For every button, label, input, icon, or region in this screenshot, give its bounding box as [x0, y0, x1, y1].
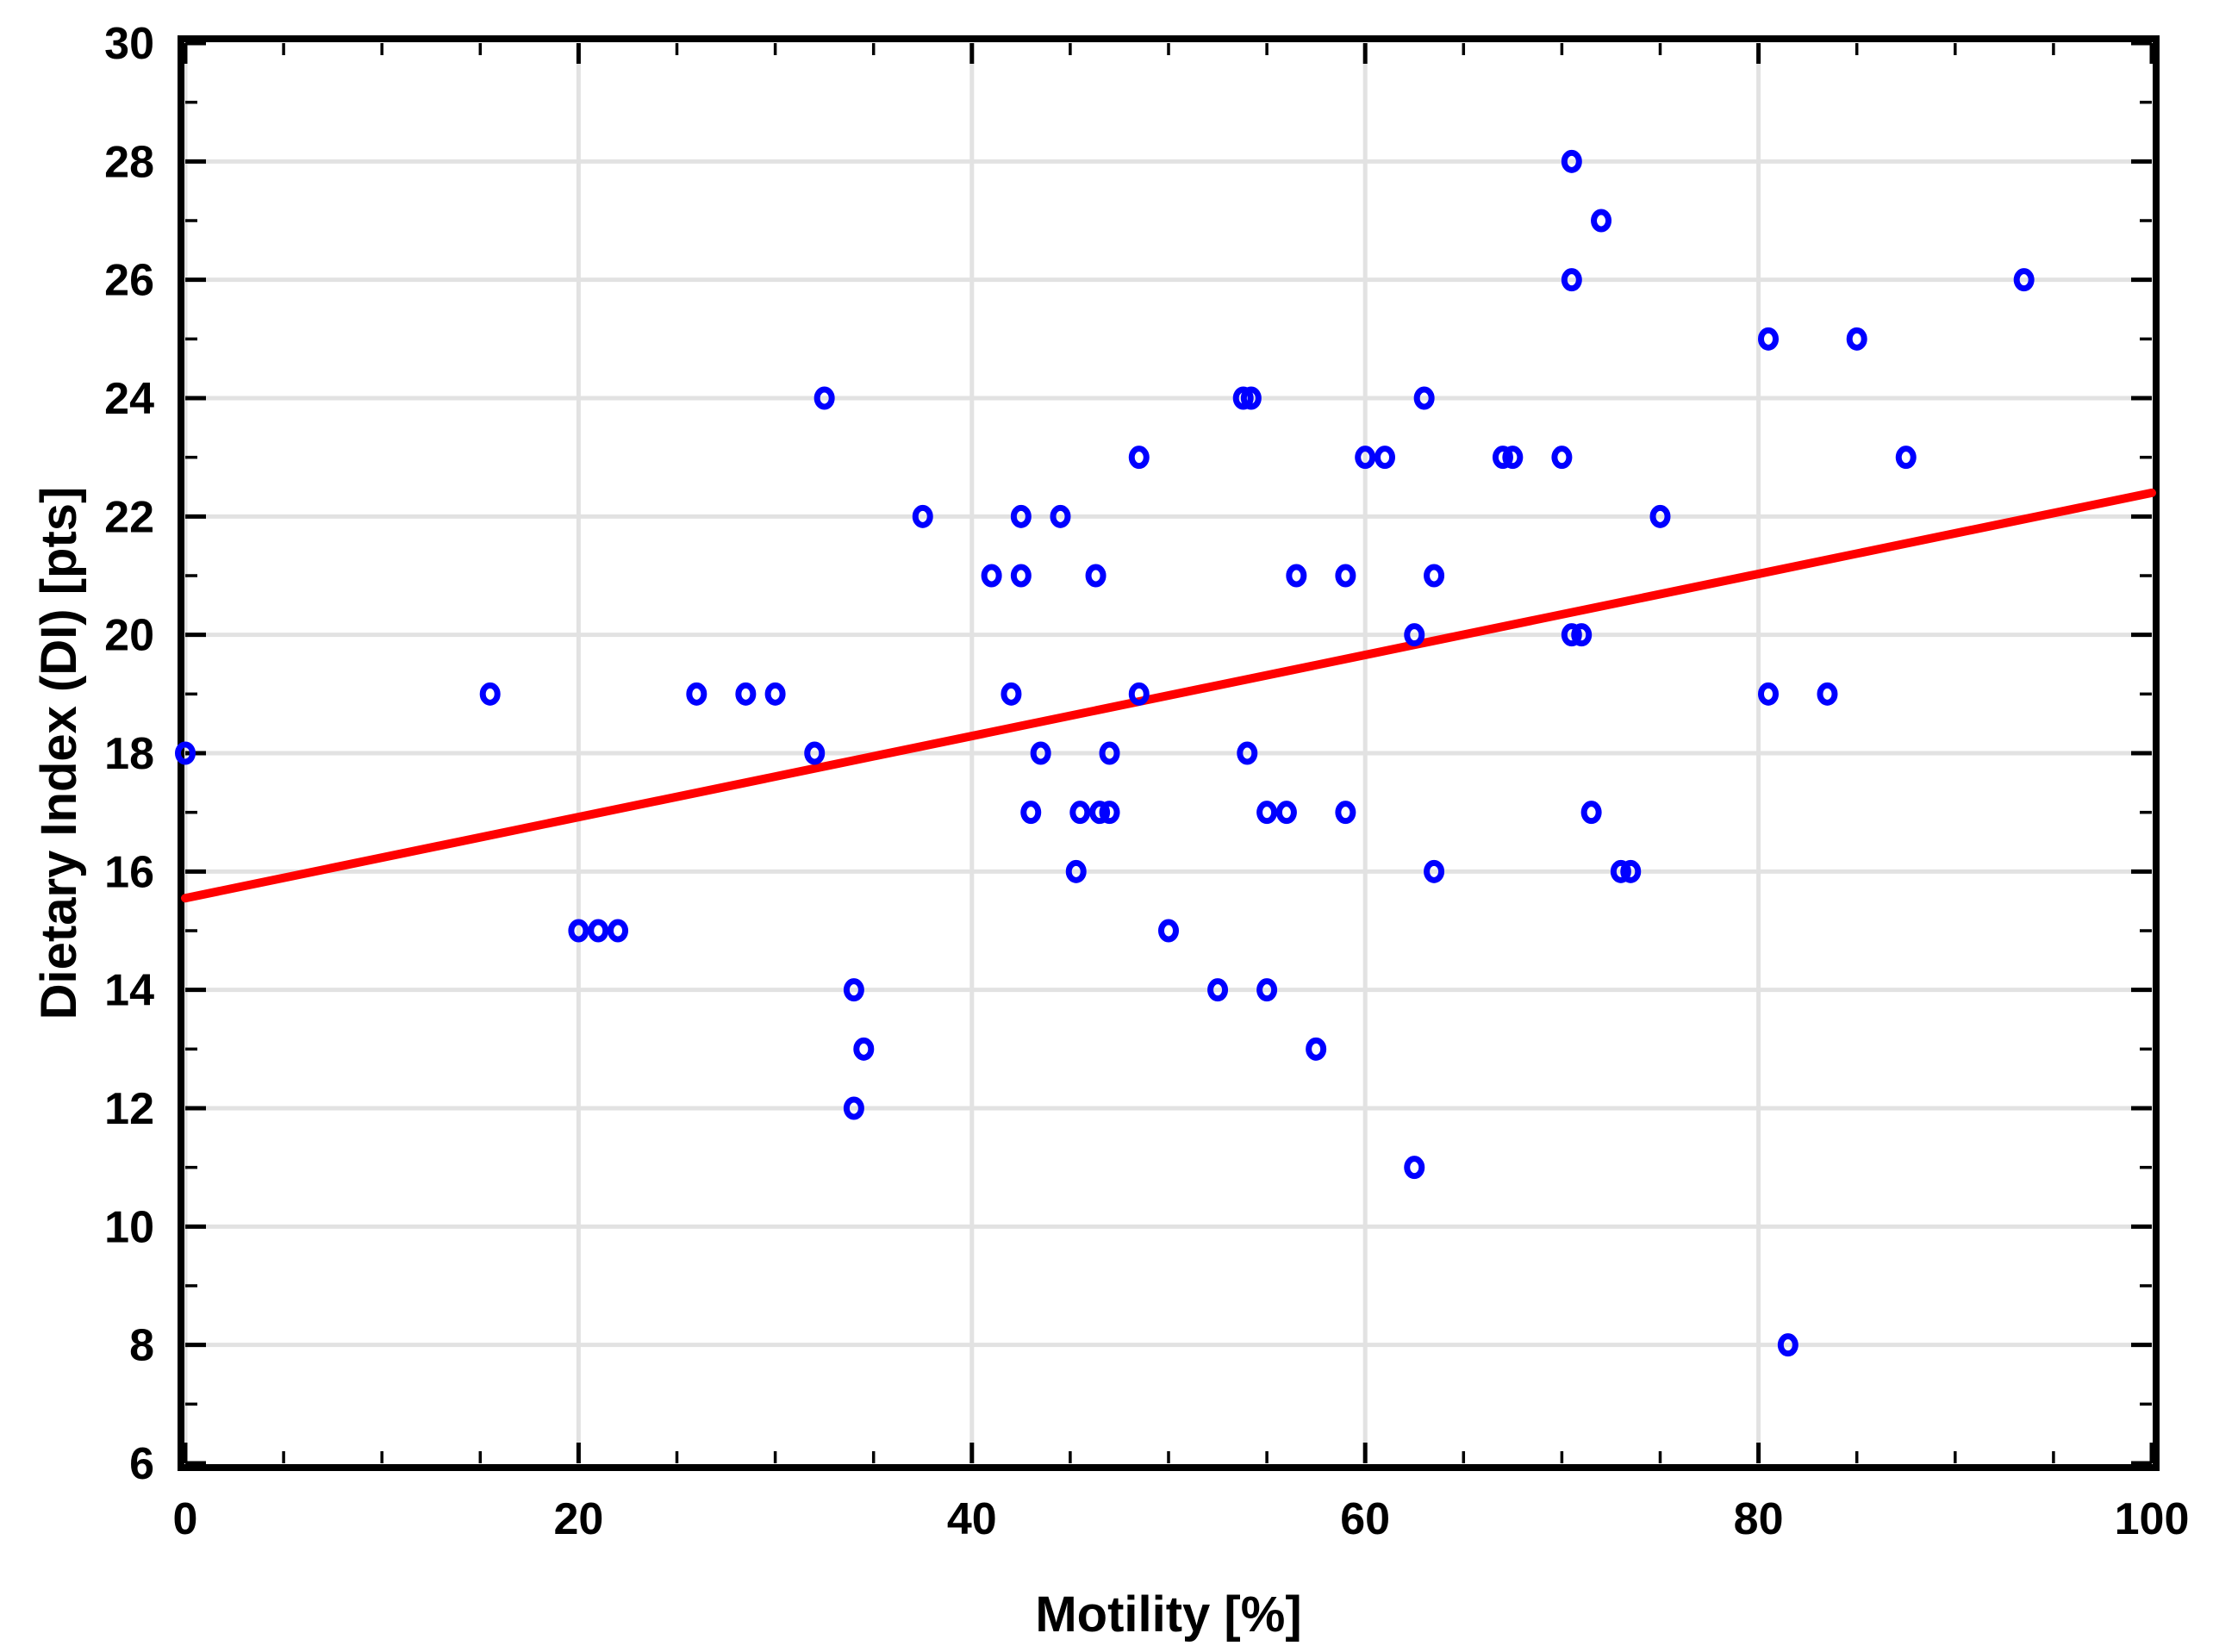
- data-point: [1050, 504, 1071, 528]
- regression-line: [181, 488, 2156, 903]
- data-point: [1758, 327, 1780, 351]
- data-point: [1256, 978, 1278, 1002]
- data-point: [1502, 446, 1524, 470]
- y-tick-label: 12: [104, 1084, 154, 1134]
- data-points: [175, 149, 2035, 1357]
- data-point: [1020, 801, 1042, 825]
- data-point: [1777, 1333, 1798, 1357]
- data-point: [1158, 919, 1179, 943]
- y-tick-label: 28: [104, 137, 154, 187]
- data-point: [1895, 446, 1917, 470]
- data-point: [1128, 446, 1150, 470]
- data-point: [1335, 801, 1356, 825]
- data-point: [764, 682, 786, 706]
- data-point: [1010, 504, 1032, 528]
- y-tick-label: 20: [104, 611, 154, 661]
- data-point: [912, 504, 933, 528]
- data-point: [981, 564, 1002, 588]
- data-point: [1237, 741, 1258, 765]
- y-tick-label: 26: [104, 256, 154, 306]
- data-point: [1128, 682, 1150, 706]
- data-point: [1424, 564, 1445, 588]
- y-tick-label: 8: [129, 1321, 154, 1371]
- data-point: [1817, 682, 1838, 706]
- x-tick-label: 20: [553, 1494, 603, 1544]
- data-point: [1591, 209, 1612, 233]
- x-tick-label: 100: [2115, 1494, 2190, 1544]
- x-tick-label: 0: [173, 1494, 198, 1544]
- data-point: [1001, 682, 1022, 706]
- data-point: [1010, 564, 1032, 588]
- data-point: [1065, 859, 1087, 883]
- data-point: [804, 741, 826, 765]
- data-point: [1030, 741, 1051, 765]
- y-tick-label: 10: [104, 1202, 154, 1252]
- data-point: [1758, 682, 1780, 706]
- data-point: [1413, 386, 1435, 410]
- data-point: [1492, 446, 1513, 470]
- tick-labels: 6 8 10 12 14 16 18 20 22 24 26 28 30 0 20 40 60 80 100: [104, 19, 2189, 1544]
- data-point: [843, 1096, 864, 1120]
- y-tick-label: 14: [104, 966, 154, 1016]
- data-point: [479, 682, 501, 706]
- data-point: [2013, 268, 2035, 292]
- data-point: [1561, 623, 1582, 647]
- y-tick-label: 6: [129, 1439, 154, 1489]
- x-tick-label: 60: [1340, 1494, 1390, 1544]
- data-point: [1561, 268, 1582, 292]
- data-point: [1561, 149, 1582, 173]
- data-point: [686, 682, 708, 706]
- data-point: [1099, 741, 1120, 765]
- data-point: [1099, 801, 1120, 825]
- x-tick-label: 80: [1734, 1494, 1784, 1544]
- data-point: [1551, 446, 1573, 470]
- data-point: [1620, 859, 1642, 883]
- trend-line: [181, 488, 2156, 903]
- x-axis-label: Motility [%]: [1035, 1587, 1301, 1643]
- data-point: [1649, 504, 1671, 528]
- y-axis-label: Dietary Index (DI) [pts]: [31, 487, 87, 1020]
- data-point: [568, 919, 589, 943]
- data-point: [814, 386, 835, 410]
- data-point: [1286, 564, 1307, 588]
- data-point: [1571, 623, 1593, 647]
- y-tick-label: 24: [104, 374, 154, 424]
- data-point: [1335, 564, 1356, 588]
- data-point: [1232, 386, 1254, 410]
- data-point: [1240, 386, 1262, 410]
- data-point: [588, 919, 609, 943]
- data-point: [1404, 1156, 1425, 1180]
- data-point: [175, 741, 196, 765]
- data-point: [1580, 801, 1602, 825]
- data-point: [1207, 978, 1229, 1002]
- data-point: [1610, 859, 1631, 883]
- data-point: [1306, 1037, 1327, 1061]
- y-tick-label: 18: [104, 729, 154, 779]
- data-point: [1404, 623, 1425, 647]
- data-point: [735, 682, 757, 706]
- data-point: [1085, 564, 1106, 588]
- data-point: [853, 1037, 875, 1061]
- x-tick-label: 40: [947, 1494, 997, 1544]
- y-tick-label: 16: [104, 847, 154, 897]
- data-point: [608, 919, 629, 943]
- data-point: [1846, 327, 1867, 351]
- data-point: [1424, 859, 1445, 883]
- y-tick-label: 22: [104, 492, 154, 542]
- data-point: [843, 978, 864, 1002]
- data-point: [1256, 801, 1278, 825]
- data-point: [1069, 801, 1091, 825]
- data-point: [1355, 446, 1376, 470]
- data-point: [1089, 801, 1111, 825]
- y-tick-label: 30: [104, 19, 154, 69]
- data-point: [1275, 801, 1297, 825]
- gridlines: [183, 43, 2152, 1463]
- data-point: [1375, 446, 1396, 470]
- axis-ticks: [183, 41, 2154, 1466]
